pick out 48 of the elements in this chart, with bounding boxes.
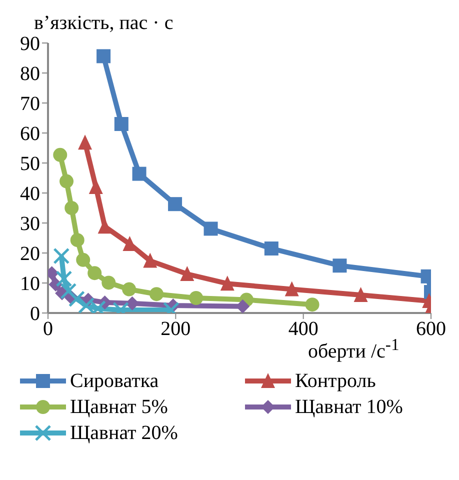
point — [132, 166, 146, 181]
point — [332, 258, 347, 273]
y-tick-label: 20 — [20, 243, 40, 266]
point — [204, 222, 218, 236]
point — [284, 281, 299, 296]
point — [102, 276, 116, 290]
y-tick-label: 90 — [20, 33, 40, 56]
point — [88, 266, 102, 280]
legend-label: Контроль — [295, 370, 376, 392]
point — [96, 49, 111, 64]
y-tick-label: 50 — [20, 153, 40, 176]
point — [150, 287, 164, 302]
point — [53, 248, 70, 264]
point — [143, 252, 158, 268]
y-tick-label: 70 — [20, 93, 40, 116]
point — [64, 201, 79, 215]
y-tick-label: 30 — [20, 213, 40, 236]
legend-label: Щавнат 5% — [70, 396, 168, 418]
point — [53, 148, 68, 162]
x-tick-label: 200 — [160, 318, 191, 340]
point — [305, 298, 320, 312]
legend-label: Щавнат 10% — [295, 396, 403, 418]
point — [78, 134, 92, 150]
point — [354, 287, 368, 302]
point — [76, 252, 90, 267]
point — [60, 174, 74, 188]
point — [122, 282, 136, 296]
legend-label: Сироватка — [70, 370, 159, 392]
point — [88, 179, 103, 194]
y-tick-label: 0 — [30, 303, 40, 326]
point — [220, 276, 234, 291]
y-tick-label: 40 — [20, 183, 40, 206]
point — [70, 233, 84, 248]
y-tick-label: 10 — [20, 273, 40, 296]
point — [180, 266, 194, 281]
point — [60, 282, 77, 300]
point — [114, 117, 128, 131]
point — [264, 242, 278, 256]
legend-label: Щавнат 20% — [70, 422, 178, 444]
point — [78, 297, 95, 313]
y-tick-label: 80 — [20, 63, 40, 86]
point — [56, 270, 72, 288]
x-tick-label: 600 — [416, 318, 446, 340]
y-axis-title: в’язкість, пас · с — [34, 12, 174, 35]
point — [68, 290, 85, 308]
point — [189, 291, 204, 305]
y-tick-label: 60 — [20, 123, 40, 146]
point — [168, 197, 182, 212]
